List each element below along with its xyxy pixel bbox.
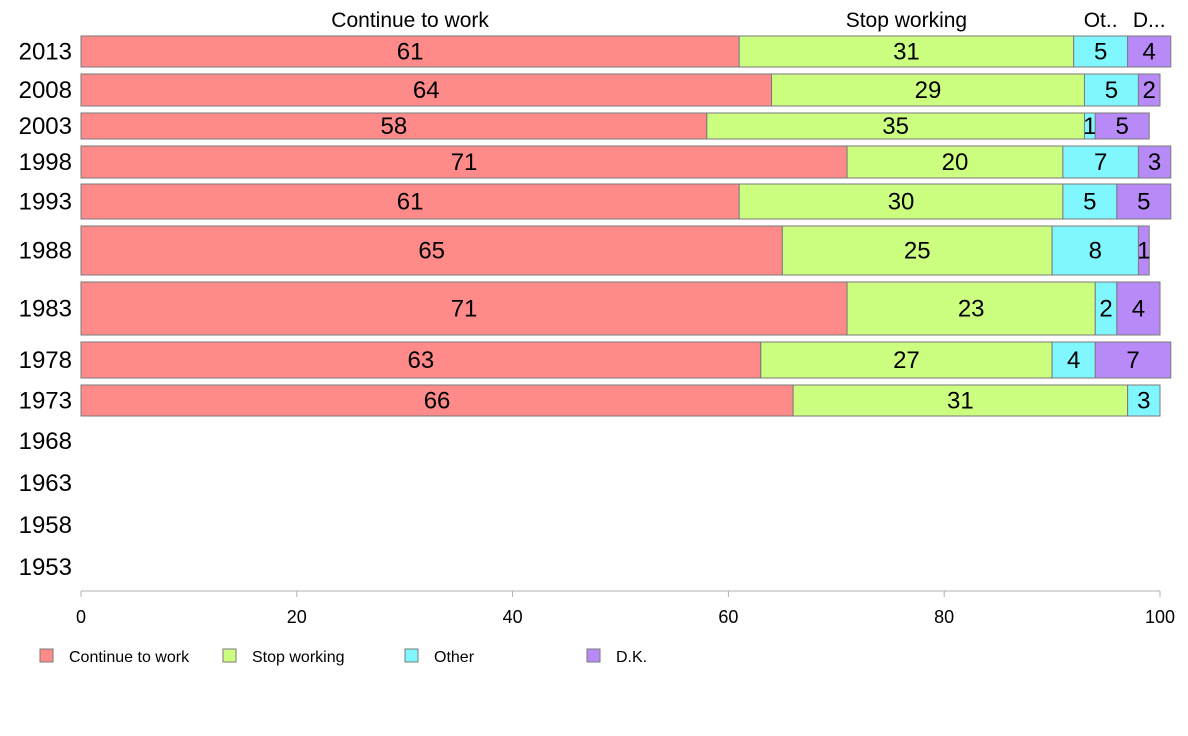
category-label-1973: 1973 bbox=[19, 388, 72, 415]
data-label-1978-continue-to-work: 63 bbox=[408, 347, 435, 374]
data-label-1993-other: 5 bbox=[1083, 189, 1096, 216]
bar-2008-stop-working bbox=[771, 73, 1085, 107]
x-tick-label-60: 60 bbox=[718, 607, 738, 627]
legend-label-other: Other bbox=[434, 649, 475, 666]
data-label-2008-continue-to-work: 64 bbox=[413, 77, 440, 104]
bar-1998-stop-working bbox=[846, 145, 1064, 179]
legend-swatch-d-k- bbox=[586, 648, 601, 663]
column-header-3: D... bbox=[1133, 9, 1166, 32]
category-label-2008: 2008 bbox=[19, 77, 72, 104]
data-label-2008-stop-working: 29 bbox=[915, 77, 942, 104]
data-label-1983-d-k-: 4 bbox=[1132, 296, 1145, 323]
category-label-2013: 2013 bbox=[19, 39, 72, 66]
data-label-1973-continue-to-work: 66 bbox=[424, 388, 451, 415]
bar-2003-continue-to-work bbox=[80, 112, 708, 140]
data-label-1993-d-k-: 5 bbox=[1137, 189, 1150, 216]
x-tick-label-20: 20 bbox=[287, 607, 307, 627]
legend-label-d-k-: D.K. bbox=[616, 649, 647, 666]
data-label-2008-d-k-: 2 bbox=[1143, 77, 1156, 104]
category-label-1978: 1978 bbox=[19, 347, 72, 374]
legend-swatch-continue-to-work bbox=[39, 648, 54, 663]
x-tick-label-100: 100 bbox=[1145, 607, 1175, 627]
legend-swatch-other bbox=[404, 648, 419, 663]
data-label-1978-other: 4 bbox=[1067, 347, 1080, 374]
column-header-0: Continue to work bbox=[331, 9, 489, 32]
bar-2008-other bbox=[1083, 73, 1139, 107]
bar-1993-d-k- bbox=[1116, 183, 1172, 220]
data-label-1998-other: 7 bbox=[1094, 149, 1107, 176]
category-label-1968: 1968 bbox=[19, 428, 72, 455]
data-label-1988-stop-working: 25 bbox=[904, 238, 931, 265]
bar-2003-stop-working bbox=[706, 112, 1085, 140]
category-label-1993: 1993 bbox=[19, 189, 72, 216]
data-label-2003-other: 1 bbox=[1083, 113, 1096, 140]
bar-1978-stop-working bbox=[760, 341, 1053, 379]
data-label-2013-other: 5 bbox=[1094, 39, 1107, 66]
bar-1998-continue-to-work bbox=[80, 145, 848, 179]
data-label-1988-d-k-: 1 bbox=[1137, 238, 1150, 265]
bar-2013-continue-to-work bbox=[80, 35, 740, 68]
bar-1978-d-k- bbox=[1094, 341, 1172, 379]
bar-1998-d-k- bbox=[1137, 145, 1172, 179]
category-label-1953: 1953 bbox=[19, 554, 72, 581]
data-label-2013-continue-to-work: 61 bbox=[397, 39, 424, 66]
data-label-1973-stop-working: 31 bbox=[947, 388, 974, 415]
data-label-1983-continue-to-work: 71 bbox=[451, 296, 478, 323]
x-tick-label-80: 80 bbox=[934, 607, 954, 627]
bar-1983-continue-to-work bbox=[80, 281, 848, 336]
legend-label-stop-working: Stop working bbox=[252, 649, 345, 666]
bar-1988-continue-to-work bbox=[80, 225, 783, 276]
category-label-1963: 1963 bbox=[19, 470, 72, 497]
bar-2013-other bbox=[1073, 35, 1129, 68]
data-label-2003-stop-working: 35 bbox=[882, 113, 909, 140]
data-label-1988-continue-to-work: 65 bbox=[418, 238, 445, 265]
bar-2003-d-k- bbox=[1094, 112, 1150, 140]
data-label-1978-d-k-: 7 bbox=[1126, 347, 1139, 374]
x-tick-label-40: 40 bbox=[503, 607, 523, 627]
column-header-1: Stop working bbox=[846, 9, 967, 32]
data-label-1993-stop-working: 30 bbox=[888, 189, 915, 216]
data-label-1988-other: 8 bbox=[1089, 238, 1102, 265]
bar-1973-other bbox=[1127, 384, 1161, 417]
bar-1993-continue-to-work bbox=[80, 183, 740, 220]
data-label-1993-continue-to-work: 61 bbox=[397, 189, 424, 216]
data-label-2003-continue-to-work: 58 bbox=[381, 113, 408, 140]
category-label-1988: 1988 bbox=[19, 238, 72, 265]
category-label-2003: 2003 bbox=[19, 113, 72, 140]
bar-1973-continue-to-work bbox=[80, 384, 794, 417]
bar-1993-stop-working bbox=[738, 183, 1064, 220]
column-header-2: Ot.. bbox=[1084, 9, 1118, 32]
data-label-2008-other: 5 bbox=[1105, 77, 1118, 104]
category-label-1998: 1998 bbox=[19, 149, 72, 176]
bar-1988-stop-working bbox=[781, 225, 1053, 276]
data-label-1973-other: 3 bbox=[1137, 388, 1150, 415]
category-label-1958: 1958 bbox=[19, 512, 72, 539]
legend-swatch-stop-working bbox=[222, 648, 237, 663]
bar-1983-d-k- bbox=[1116, 281, 1161, 336]
bar-1983-stop-working bbox=[846, 281, 1096, 336]
bar-1993-other bbox=[1062, 183, 1118, 220]
bar-2013-d-k- bbox=[1127, 35, 1172, 68]
data-label-2003-d-k-: 5 bbox=[1116, 113, 1129, 140]
data-label-2013-stop-working: 31 bbox=[893, 39, 920, 66]
data-label-1998-d-k-: 3 bbox=[1148, 149, 1161, 176]
data-label-1983-stop-working: 23 bbox=[958, 296, 985, 323]
data-label-1983-other: 2 bbox=[1099, 296, 1112, 323]
bar-2008-d-k- bbox=[1137, 73, 1161, 107]
data-label-2013-d-k-: 4 bbox=[1143, 39, 1156, 66]
bar-1978-other bbox=[1051, 341, 1096, 379]
category-label-1983: 1983 bbox=[19, 296, 72, 323]
data-label-1998-continue-to-work: 71 bbox=[451, 149, 478, 176]
legend-label-continue-to-work: Continue to work bbox=[69, 649, 190, 666]
bar-2008-continue-to-work bbox=[80, 73, 773, 107]
x-tick-label-0: 0 bbox=[76, 607, 86, 627]
bar-1978-continue-to-work bbox=[80, 341, 762, 379]
data-label-1978-stop-working: 27 bbox=[893, 347, 920, 374]
bar-1988-d-k- bbox=[1137, 225, 1150, 276]
bar-2013-stop-working bbox=[738, 35, 1075, 68]
data-label-1998-stop-working: 20 bbox=[942, 149, 969, 176]
